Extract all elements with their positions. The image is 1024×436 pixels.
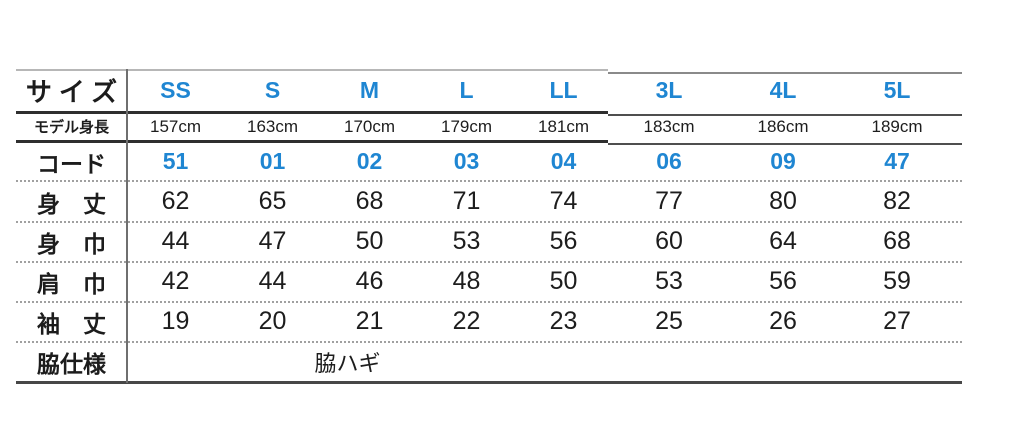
table-row: 袖 丈 19 20 21 22 23 25 26 27 <box>16 302 954 341</box>
size-column-header: SS <box>160 77 191 103</box>
table-top-border-left <box>16 69 608 71</box>
measurement-value: 23 <box>549 307 578 335</box>
code-value: 47 <box>884 148 910 174</box>
side-spec-empty-cell <box>612 342 954 381</box>
measurement-value: 56 <box>769 267 797 295</box>
code-value: 01 <box>259 148 286 174</box>
table-row: モデル身長 157cm 163cm 170cm 179cm 181cm 183c… <box>16 112 954 141</box>
measurement-value: 50 <box>355 227 384 255</box>
measurement-value: 68 <box>355 187 384 215</box>
measurement-value: 46 <box>355 267 384 295</box>
table-row: サイズ SS S M L LL 3L 4L 5L <box>16 70 954 111</box>
measurement-value: 60 <box>655 227 683 255</box>
model-height-value: 157cm <box>149 116 202 136</box>
row-label-code: コード <box>37 150 106 177</box>
measurement-value: 19 <box>161 307 190 335</box>
dotted-row-separator <box>16 221 962 223</box>
label-column-separator <box>126 69 128 383</box>
code-value: 03 <box>453 148 480 174</box>
row-label-body-length: 身 丈 <box>37 190 106 217</box>
table-row: 肩 巾 42 44 46 48 50 53 56 59 <box>16 262 954 301</box>
measurement-value: 48 <box>452 267 481 295</box>
measurement-value: 62 <box>161 187 190 215</box>
row-label-shoulder-width: 肩 巾 <box>37 270 106 297</box>
measurement-value: 25 <box>655 307 683 335</box>
measurement-value: 59 <box>883 267 911 295</box>
measurement-value: 44 <box>161 227 190 255</box>
size-column-header: S <box>264 77 281 103</box>
measurement-value: 80 <box>769 187 797 215</box>
side-spec-cell: 脇ハギ <box>127 342 612 381</box>
table-row: 身 丈 62 65 68 71 74 77 80 82 <box>16 182 954 221</box>
table-bottom-border <box>16 381 962 384</box>
measurement-value: 47 <box>258 227 287 255</box>
model-height-value: 189cm <box>871 116 923 136</box>
measurement-value: 21 <box>355 307 384 335</box>
model-height-value: 163cm <box>246 116 299 136</box>
dotted-row-separator <box>16 261 962 263</box>
measurement-value: 22 <box>452 307 481 335</box>
header-separator-left <box>16 111 608 114</box>
size-column-header: 3L <box>655 77 683 103</box>
code-value: 06 <box>656 148 682 174</box>
row-label-sleeve-length: 袖 丈 <box>37 310 106 337</box>
code-value: 02 <box>356 148 383 174</box>
row-label-body-width: 身 巾 <box>37 230 106 257</box>
measurement-value: 77 <box>655 187 683 215</box>
measurement-value: 53 <box>452 227 481 255</box>
model-height-separator-right <box>608 143 962 145</box>
model-height-value: 170cm <box>343 116 396 136</box>
table-row: 身 巾 44 47 50 53 56 60 64 68 <box>16 222 954 261</box>
code-value: 04 <box>550 148 577 174</box>
measurement-value: 50 <box>549 267 578 295</box>
header-separator-right <box>608 114 962 116</box>
measurement-value: 27 <box>883 307 911 335</box>
measurement-value: 44 <box>258 267 287 295</box>
side-spec-value: 脇ハギ <box>314 350 381 376</box>
measurement-value: 56 <box>549 227 578 255</box>
table-row: 脇仕様 脇ハギ <box>16 342 954 381</box>
model-height-value: 179cm <box>440 116 493 136</box>
measurement-value: 26 <box>769 307 797 335</box>
code-value: 51 <box>162 148 189 174</box>
measurement-value: 53 <box>655 267 683 295</box>
dotted-row-separator <box>16 301 962 303</box>
model-height-value: 183cm <box>643 116 695 136</box>
measurement-value: 74 <box>549 187 578 215</box>
code-value: 09 <box>770 148 796 174</box>
model-height-separator-left <box>16 140 608 143</box>
measurement-value: 65 <box>258 187 287 215</box>
row-label-side-spec: 脇仕様 <box>37 350 106 377</box>
dotted-row-separator <box>16 180 962 182</box>
measurement-value: 71 <box>452 187 481 215</box>
measurement-value: 42 <box>161 267 190 295</box>
size-column-header: LL <box>549 77 578 103</box>
table-corner-label: サイズ <box>25 77 125 107</box>
model-height-value: 181cm <box>537 116 590 136</box>
model-height-value: 186cm <box>757 116 809 136</box>
table-row: コード 51 01 02 03 04 06 09 47 <box>16 143 954 180</box>
measurement-value: 82 <box>883 187 911 215</box>
measurement-value: 64 <box>769 227 797 255</box>
size-column-header: 5L <box>883 77 911 103</box>
size-column-header: M <box>359 77 380 103</box>
size-column-header: 4L <box>769 77 797 103</box>
dotted-row-separator <box>16 341 962 343</box>
measurement-value: 20 <box>258 307 287 335</box>
measurement-value: 68 <box>883 227 911 255</box>
table-top-border-right <box>608 72 962 74</box>
row-label-model-height: モデル身長 <box>33 119 109 136</box>
size-column-header: L <box>459 77 474 103</box>
